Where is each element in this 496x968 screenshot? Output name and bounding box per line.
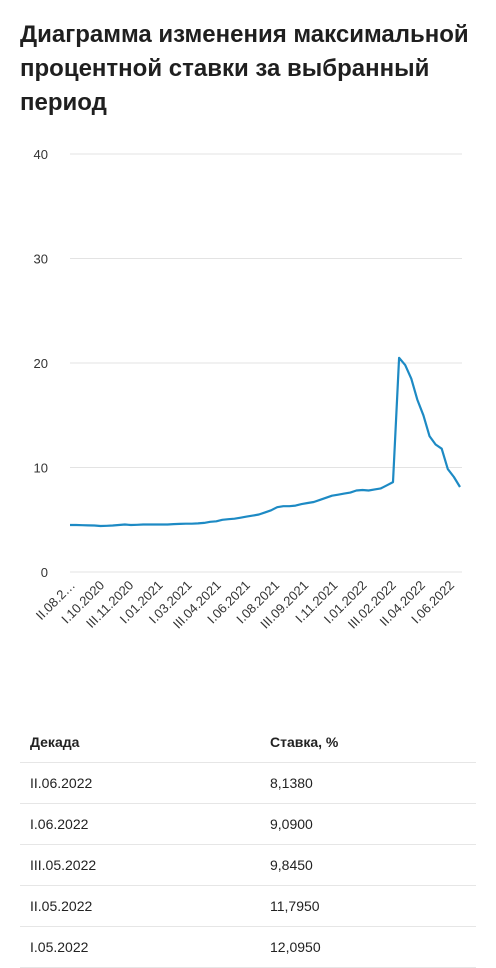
table-row: I.05.2022 12,0950 [20,927,476,968]
header-rate: Ставка, % [270,734,339,750]
rates-table: Декада Ставка, % II.06.2022 8,1380 I.06.… [20,722,476,968]
y-axis-ticks: 0 10 20 30 40 [34,147,48,580]
table-header: Декада Ставка, % [20,722,476,763]
y-tick-label: 0 [41,565,48,580]
table-row: II.06.2022 8,1380 [20,763,476,804]
row-decade: II.06.2022 [30,775,93,791]
row-decade: III.05.2022 [30,857,97,873]
rate-line-chart: 0 10 20 30 40 II.08.2…I.10.2020III.11.2020I.… [33,147,462,632]
row-decade: I.06.2022 [30,816,89,832]
row-rate: 9,8450 [270,857,313,873]
y-tick-label: 30 [34,252,48,267]
row-rate: 11,7950 [270,898,320,914]
y-tick-label: 10 [34,461,48,476]
table-row: II.05.2022 11,7950 [20,886,476,927]
series-line [70,356,461,528]
row-decade: II.05.2022 [30,898,93,914]
row-rate: 9,0900 [270,816,313,832]
table-row: I.06.2022 9,0900 [20,804,476,845]
table-row: III.05.2022 9,8450 [20,845,476,886]
series-line-layer [70,356,461,528]
row-rate: 8,1380 [270,775,313,791]
row-rate: 12,0950 [270,939,321,955]
chart-grid [70,153,462,573]
page-title: Диаграмма изменения максимальной процент… [20,21,469,116]
row-decade: I.05.2022 [30,939,89,955]
y-tick-label: 20 [34,356,48,371]
x-axis-ticks: II.08.2…I.10.2020III.11.2020I.01.2021I.0… [33,578,457,632]
header-decade: Декада [30,734,80,750]
y-tick-label: 40 [34,147,48,162]
